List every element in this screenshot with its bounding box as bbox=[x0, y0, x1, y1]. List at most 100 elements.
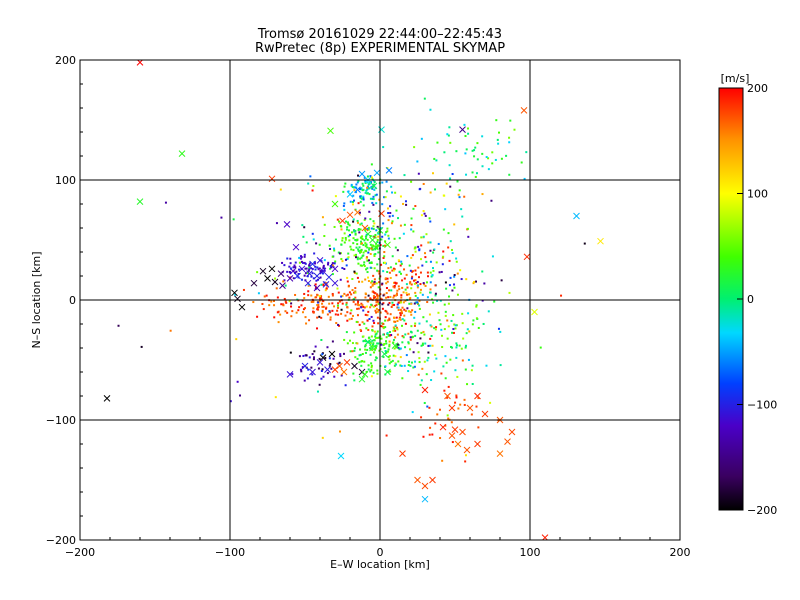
scatter-dot bbox=[354, 290, 357, 293]
scatter-dot bbox=[455, 394, 458, 397]
scatter-dot bbox=[355, 320, 358, 323]
scatter-dot bbox=[294, 261, 297, 264]
scatter-dot bbox=[374, 348, 377, 351]
scatter-dot bbox=[378, 349, 381, 352]
scatter-dot bbox=[412, 230, 415, 233]
scatter-dot bbox=[404, 333, 407, 336]
scatter-dot bbox=[467, 312, 470, 315]
x-marker-stroke bbox=[271, 278, 279, 286]
scatter-dot bbox=[481, 152, 484, 155]
scatter-dot bbox=[301, 366, 304, 369]
scatter-x-marker bbox=[384, 368, 391, 376]
scatter-dot bbox=[305, 354, 308, 357]
scatter-dot bbox=[442, 250, 445, 253]
scatter-x-marker bbox=[573, 212, 580, 220]
scatter-dot bbox=[364, 242, 367, 245]
scatter-dot bbox=[359, 223, 362, 226]
scatter-dot bbox=[368, 247, 371, 250]
scatter-dot bbox=[434, 353, 437, 356]
x-marker-stroke bbox=[531, 308, 538, 316]
scatter-dot bbox=[356, 321, 359, 324]
scatter-dot bbox=[307, 368, 310, 371]
scatter-dot bbox=[375, 301, 378, 304]
scatter-x-marker bbox=[103, 395, 111, 402]
scatter-dot bbox=[376, 263, 379, 266]
scatter-dot bbox=[347, 284, 350, 287]
scatter-dot bbox=[328, 364, 331, 367]
scatter-dot bbox=[312, 277, 315, 280]
scatter-dot bbox=[367, 310, 370, 313]
scatter-dot bbox=[303, 255, 306, 258]
scatter-dot bbox=[346, 293, 349, 296]
scatter-dot bbox=[306, 377, 309, 380]
scatter-dot bbox=[377, 309, 380, 312]
scatter-dot bbox=[341, 237, 344, 240]
scatter-dot bbox=[343, 338, 346, 341]
scatter-dot bbox=[400, 296, 403, 299]
scatter-dot bbox=[429, 324, 432, 327]
scatter-dot bbox=[396, 345, 399, 348]
scatter-dot bbox=[358, 323, 361, 326]
scatter-dot bbox=[340, 308, 343, 311]
scatter-dot bbox=[401, 341, 404, 344]
scatter-dot bbox=[385, 336, 388, 339]
scatter-dot bbox=[374, 333, 377, 336]
scatter-dot bbox=[337, 302, 340, 305]
scatter-dot bbox=[398, 348, 401, 351]
scatter-dot bbox=[356, 181, 359, 184]
scatter-dot bbox=[408, 298, 411, 301]
scatter-dot bbox=[321, 305, 324, 308]
scatter-dot bbox=[363, 265, 366, 268]
x-marker-stroke bbox=[309, 260, 316, 268]
scatter-dot bbox=[346, 258, 349, 261]
scatter-dot bbox=[323, 235, 326, 238]
scatter-dot bbox=[477, 426, 480, 429]
scatter-dot bbox=[356, 342, 359, 345]
scatter-dot bbox=[361, 235, 364, 238]
scatter-dot bbox=[458, 189, 461, 192]
scatter-dot bbox=[356, 357, 359, 360]
scatter-dot bbox=[374, 359, 377, 362]
x-marker-stroke bbox=[444, 392, 451, 400]
scatter-x-marker bbox=[448, 432, 456, 439]
scatter-dot bbox=[372, 195, 375, 198]
scatter-x-marker bbox=[319, 354, 327, 361]
scatter-dot bbox=[321, 309, 324, 312]
scatter-dot bbox=[378, 198, 381, 201]
scatter-dot bbox=[367, 276, 370, 279]
scatter-dot bbox=[508, 173, 511, 176]
scatter-dot bbox=[463, 403, 466, 406]
scatter-dot bbox=[442, 194, 445, 197]
x-marker-stroke bbox=[339, 217, 346, 225]
scatter-dot bbox=[377, 303, 380, 306]
scatter-dot bbox=[390, 289, 393, 292]
scatter-dot bbox=[378, 336, 381, 339]
scatter-dot bbox=[323, 267, 326, 270]
scatter-dot bbox=[351, 277, 354, 280]
scatter-dot bbox=[440, 270, 443, 273]
scatter-dot bbox=[375, 229, 378, 232]
scatter-dot bbox=[429, 108, 432, 111]
scatter-dot bbox=[466, 328, 469, 331]
scatter-dot bbox=[428, 313, 431, 316]
scatter-dot bbox=[455, 150, 458, 153]
scatter-x-marker bbox=[370, 182, 378, 190]
scatter-dot bbox=[367, 294, 370, 297]
x-marker-stroke bbox=[421, 482, 429, 490]
scatter-dot bbox=[361, 189, 364, 192]
scatter-dot bbox=[308, 319, 311, 322]
scatter-dot bbox=[429, 281, 432, 284]
scatter-x-marker bbox=[421, 495, 429, 503]
scatter-dot bbox=[375, 344, 378, 347]
scatter-dot bbox=[377, 251, 380, 254]
scatter-dot bbox=[453, 274, 456, 277]
scatter-dot bbox=[441, 334, 444, 337]
scatter-dot bbox=[483, 282, 486, 285]
scatter-dot bbox=[312, 238, 315, 241]
scatter-dot bbox=[372, 305, 375, 308]
scatter-dot bbox=[353, 270, 356, 273]
scatter-dot bbox=[498, 131, 501, 134]
scatter-dot bbox=[366, 267, 369, 270]
scatter-dot bbox=[378, 272, 381, 275]
scatter-dot bbox=[447, 232, 450, 235]
